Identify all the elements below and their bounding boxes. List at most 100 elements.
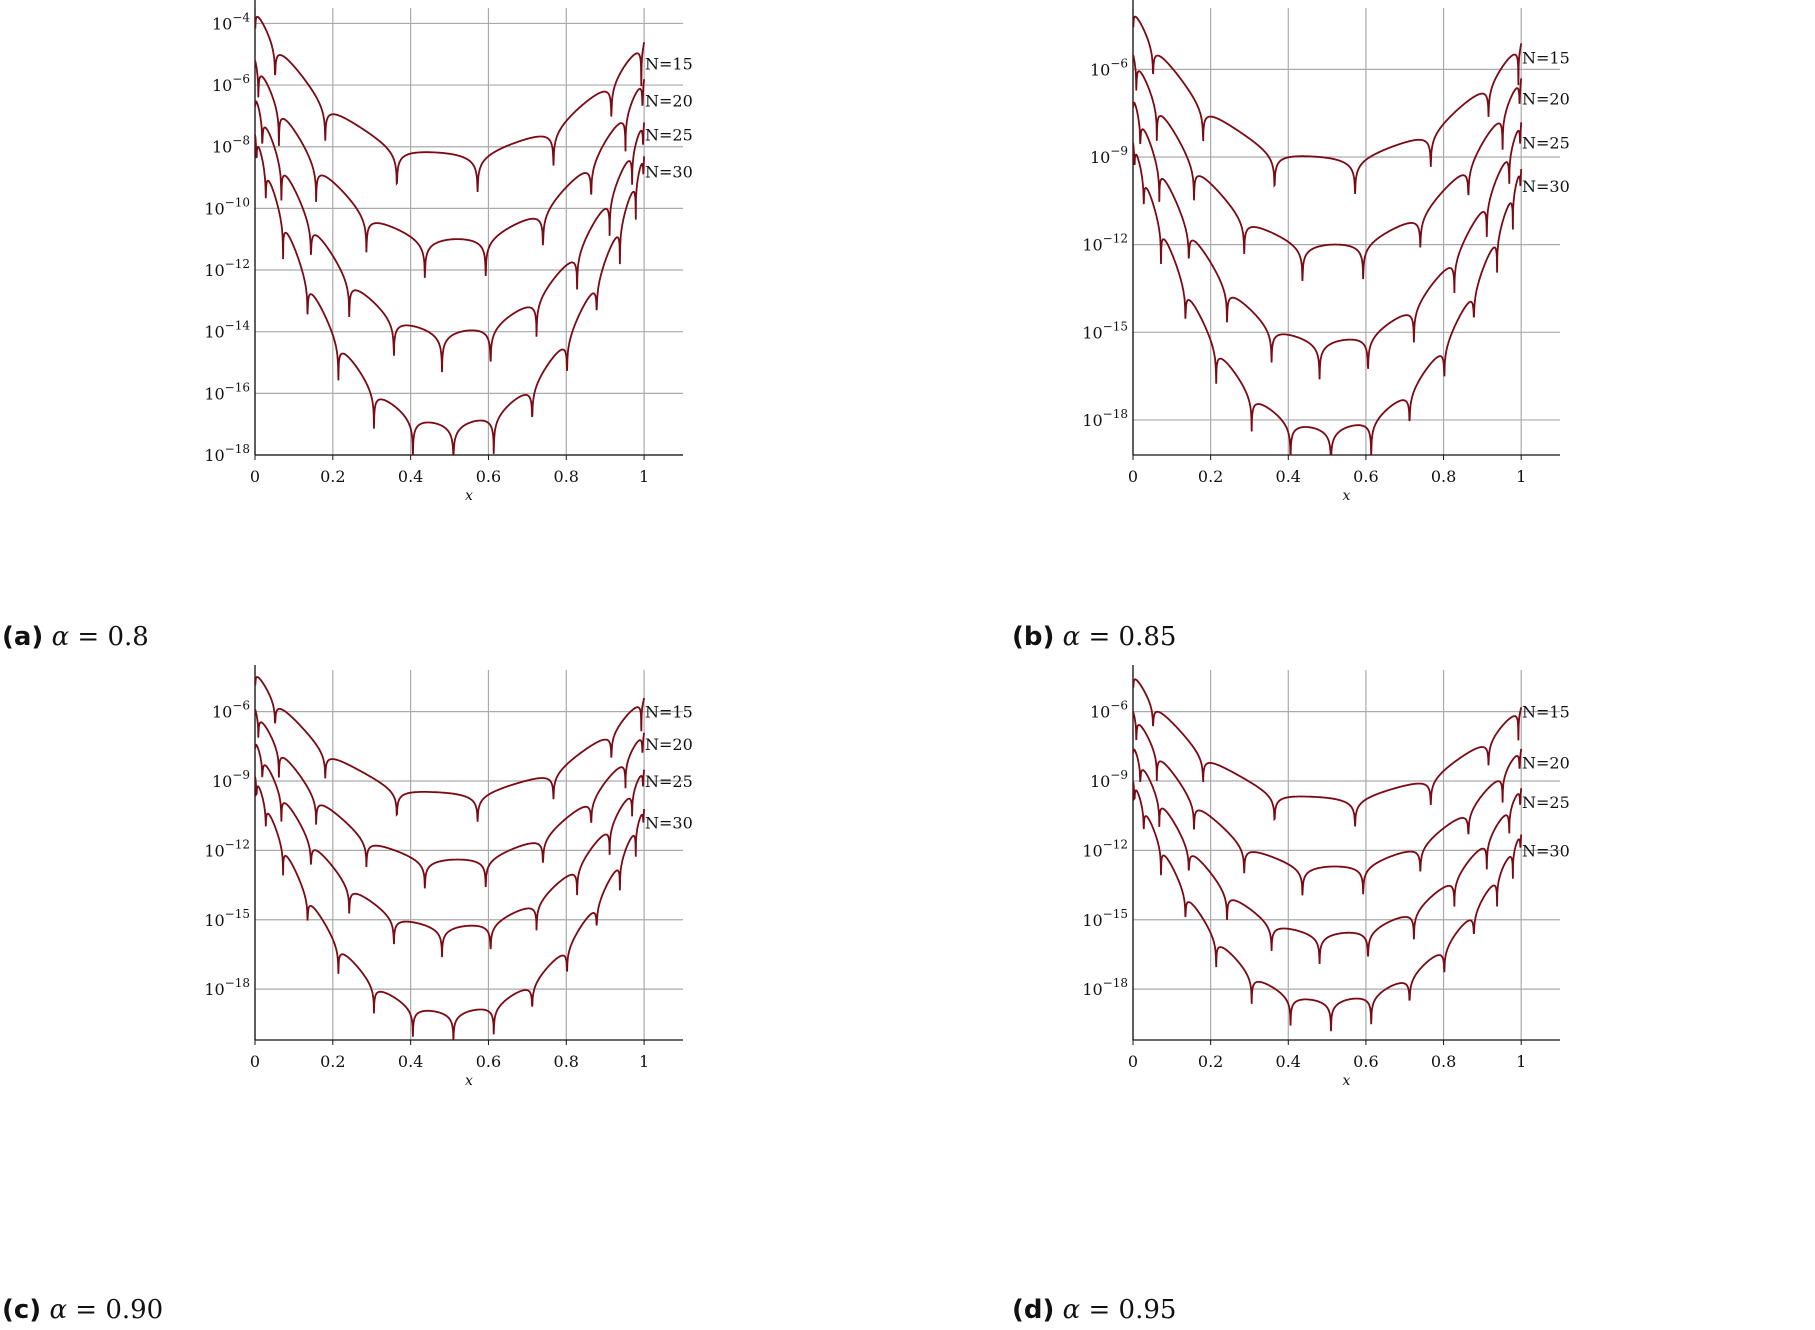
series-label: N=15 — [645, 703, 693, 722]
y-tick-label: 10−4 — [212, 10, 250, 33]
series-line-n-20 — [255, 708, 645, 889]
y-tick-label: 10−12 — [1082, 232, 1128, 255]
y-tick-label: 10−15 — [1082, 319, 1128, 342]
series-label: N=30 — [645, 162, 693, 181]
series-label: N=20 — [1522, 754, 1570, 773]
y-tick-label: 10−9 — [1090, 768, 1128, 791]
series-label: N=15 — [1522, 49, 1570, 68]
caption-letter: (c) — [2, 1295, 42, 1325]
x-tick-label: 1 — [639, 1052, 649, 1071]
chart-panel-b: 0 0.2 0.4 0.6 0.8 1 10−6 10−9 10−12 10−15 10−18 x N=… — [1010, 0, 1815, 665]
x-tick-label: 0.4 — [398, 467, 423, 486]
y-tick-label: 10−12 — [204, 257, 250, 280]
caption-letter: (d) — [1012, 1295, 1055, 1325]
series-line-n-20 — [255, 60, 645, 278]
y-tick-label: 10−12 — [204, 837, 250, 860]
x-tick-label: 0.2 — [320, 1052, 345, 1071]
caption-value: = 0.8 — [77, 622, 149, 652]
chart-b: 0 0.2 0.4 0.6 0.8 1 10−6 10−9 10−12 10−15 10−18 x N=… — [1082, 0, 1570, 504]
y-tick-label: 10−9 — [212, 768, 250, 791]
y-tick-label: 10−15 — [1082, 907, 1128, 930]
caption-value: = 0.90 — [75, 1295, 164, 1325]
chart-d: 0 0.2 0.4 0.6 0.8 1 10−6 10−9 10−12 10−15 10−18 x N=… — [1082, 665, 1570, 1089]
series-label: N=20 — [1522, 90, 1570, 109]
series-line-n-30 — [255, 134, 645, 455]
series-line-n-25 — [255, 743, 645, 958]
x-tick-label: 0.4 — [1276, 467, 1301, 486]
caption-d: (d) α = 0.95 — [1012, 1295, 1176, 1325]
chart-c: 0 0.2 0.4 0.6 0.8 1 10−6 10−9 10−12 10−15 10−18 x N=… — [204, 665, 693, 1089]
caption-letter: (b) — [1012, 622, 1055, 652]
caption-b: (b) α = 0.85 — [1012, 622, 1176, 652]
x-tick-label: 0.2 — [1198, 1052, 1223, 1071]
caption-symbol: α — [1062, 1295, 1081, 1325]
x-axis-label: x — [465, 488, 473, 504]
series-line-n-25 — [255, 100, 645, 373]
series-label: N=25 — [1522, 793, 1570, 812]
series-line-n-30 — [1133, 142, 1523, 455]
series-label: N=25 — [645, 772, 693, 791]
series-label: N=30 — [645, 814, 693, 833]
caption-c: (c) α = 0.90 — [2, 1295, 163, 1325]
x-axis-label: x — [465, 1073, 473, 1089]
y-tick-label: 10−6 — [212, 699, 250, 722]
x-tick-label: 0 — [250, 1052, 260, 1071]
caption-symbol: α — [51, 622, 70, 652]
y-tick-label: 10−18 — [1082, 976, 1128, 999]
y-tick-label: 10−18 — [204, 976, 250, 999]
x-tick-label: 0.8 — [554, 467, 579, 486]
y-tick-label: 10−15 — [204, 907, 250, 930]
y-tick-label: 10−10 — [204, 195, 250, 218]
series-line-n-30 — [255, 776, 645, 1040]
x-tick-label: 0.4 — [398, 1052, 423, 1071]
x-axis-label: x — [1343, 1073, 1351, 1089]
x-tick-label: 0 — [250, 467, 260, 486]
caption-symbol: α — [49, 1295, 68, 1325]
x-tick-label: 1 — [1516, 467, 1526, 486]
series-line-n-15 — [255, 676, 645, 822]
chart-panel-d: 0 0.2 0.4 0.6 0.8 1 10−6 10−9 10−12 10−15 10−18 x N=… — [1010, 665, 1815, 1330]
caption-value: = 0.85 — [1088, 622, 1177, 652]
x-tick-label: 0.8 — [1431, 467, 1456, 486]
series-label: N=25 — [645, 125, 693, 144]
y-tick-label: 10−6 — [212, 72, 250, 95]
series-label: N=20 — [645, 91, 693, 110]
chart-a: 0 0.2 0.4 0.6 0.8 1 10−4 10−6 10−8 10−10 10−12 10−1… — [204, 0, 693, 504]
x-tick-label: 1 — [639, 467, 649, 486]
caption-symbol: α — [1062, 622, 1081, 652]
x-tick-label: 0.8 — [554, 1052, 579, 1071]
x-tick-label: 0.8 — [1431, 1052, 1456, 1071]
x-tick-label: 0.6 — [1353, 467, 1378, 486]
series-label: N=20 — [645, 735, 693, 754]
x-tick-label: 0.2 — [320, 467, 345, 486]
y-tick-label: 10−9 — [1090, 144, 1128, 167]
chart-panel-a: 0 0.2 0.4 0.6 0.8 1 10−4 10−6 10−8 10−10 10−12 10−1… — [0, 0, 900, 665]
y-tick-label: 10−8 — [212, 134, 250, 157]
y-tick-label: 10−14 — [204, 319, 250, 342]
series-label: N=30 — [1522, 841, 1570, 860]
y-tick-label: 10−18 — [1082, 407, 1128, 430]
series-line-n-25 — [1133, 748, 1523, 965]
x-tick-label: 0 — [1128, 1052, 1138, 1071]
x-tick-label: 0.2 — [1198, 467, 1223, 486]
series-label: N=30 — [1522, 177, 1570, 196]
y-tick-label: 10−18 — [204, 442, 250, 465]
x-tick-label: 0.4 — [1276, 1052, 1301, 1071]
caption-letter: (a) — [2, 622, 44, 652]
series-label: N=15 — [1522, 703, 1570, 722]
x-tick-label: 0.6 — [476, 467, 501, 486]
series-line-n-15 — [1133, 15, 1523, 195]
x-tick-label: 0.6 — [1353, 1052, 1378, 1071]
series-label: N=15 — [645, 54, 693, 73]
x-tick-label: 0 — [1128, 467, 1138, 486]
series-line-n-30 — [1133, 781, 1523, 1032]
series-line-n-15 — [1133, 678, 1523, 827]
caption-a: (a) α = 0.8 — [2, 622, 149, 652]
series-line-n-20 — [1133, 711, 1523, 896]
y-tick-label: 10−6 — [1090, 699, 1128, 722]
y-tick-label: 10−12 — [1082, 837, 1128, 860]
series-label: N=25 — [1522, 133, 1570, 152]
x-tick-label: 1 — [1516, 1052, 1526, 1071]
series-line-n-15 — [255, 15, 645, 193]
x-tick-label: 0.6 — [476, 1052, 501, 1071]
